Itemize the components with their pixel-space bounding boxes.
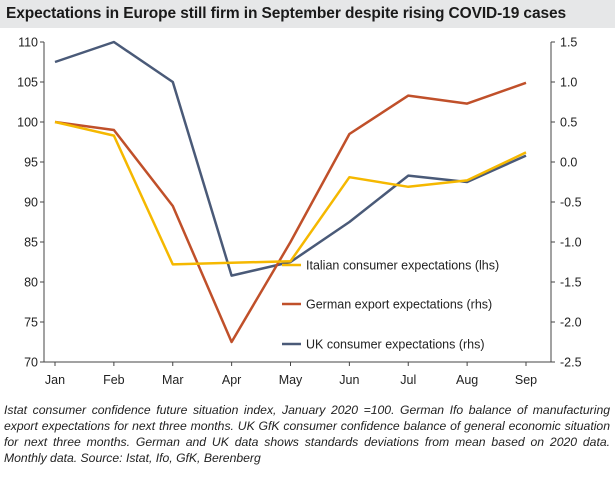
left-tick-label: 105: [17, 76, 38, 90]
chart-title: Expectations in Europe still firm in Sep…: [6, 5, 567, 22]
right-tick-label: -0.5: [560, 196, 582, 210]
right-tick-label: -1.5: [560, 276, 582, 290]
right-tick-label: 0.0: [560, 156, 577, 170]
german-series-line: [54, 81, 527, 344]
left-tick-label: 95: [24, 156, 38, 170]
x-tick-label: Aug: [456, 373, 478, 387]
italian-series-line: [54, 120, 527, 266]
x-axis-ticks: Jan Feb Mar Apr May Jun Jul Aug Sep: [45, 362, 537, 387]
x-tick-label: Feb: [103, 373, 125, 387]
left-tick-label: 70: [24, 356, 38, 370]
right-tick-label: 0.5: [560, 116, 577, 130]
title-bar: [0, 0, 615, 28]
left-tick-label: 80: [24, 276, 38, 290]
legend-label-uk: UK consumer expectations (rhs): [306, 338, 485, 352]
right-tick-label: -2.5: [560, 356, 582, 370]
series-lines: [54, 40, 527, 344]
chart-caption: Istat consumer confidence future situati…: [4, 403, 610, 465]
legend-label-italian: Italian consumer expectations (lhs): [306, 259, 499, 273]
right-tick-label: -2.0: [560, 316, 582, 330]
left-axis-ticks: 70 75 80 85 90 95 100 105 110: [17, 36, 44, 370]
left-tick-label: 85: [24, 236, 38, 250]
x-tick-label: Sep: [515, 373, 537, 387]
x-tick-label: Apr: [222, 373, 241, 387]
legend: Italian consumer expectations (lhs) Germ…: [282, 259, 499, 352]
right-tick-label: -1.0: [560, 236, 582, 250]
x-tick-label: Jul: [400, 373, 416, 387]
left-tick-label: 100: [17, 116, 38, 130]
legend-item-uk: UK consumer expectations (rhs): [282, 338, 485, 352]
line-chart: 70 75 80 85 90 95 100 105 110 -2.5 -2.0 -1.5 -1.0 -0…: [17, 36, 582, 388]
x-tick-label: Jan: [45, 373, 65, 387]
left-tick-label: 90: [24, 196, 38, 210]
legend-label-german: German export expectations (rhs): [306, 298, 492, 312]
legend-item-german: German export expectations (rhs): [282, 298, 492, 312]
plot-area: [43, 42, 552, 363]
right-tick-label: 1.5: [560, 36, 577, 50]
right-axis-ticks: -2.5 -2.0 -1.5 -1.0 -0.5 0.0 0.5 1.0 1.5: [551, 36, 582, 370]
right-tick-label: 1.0: [560, 76, 577, 90]
left-tick-label: 110: [18, 36, 38, 50]
x-tick-label: Jun: [339, 373, 359, 387]
x-tick-label: May: [279, 373, 303, 387]
left-tick-label: 75: [24, 316, 38, 330]
legend-item-italian: Italian consumer expectations (lhs): [282, 259, 499, 273]
x-tick-label: Mar: [162, 373, 184, 387]
